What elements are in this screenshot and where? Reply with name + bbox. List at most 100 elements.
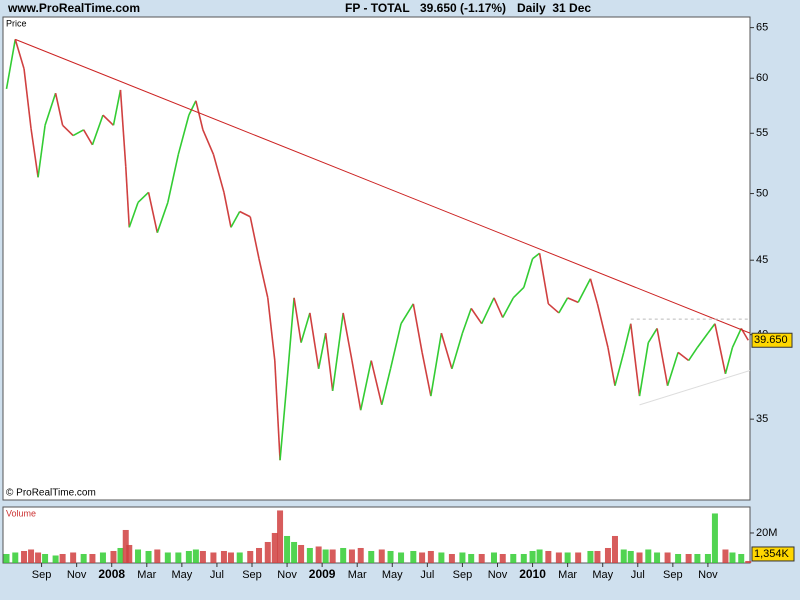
volume-bar: [645, 549, 652, 563]
x-tick-label: 2008: [98, 567, 125, 581]
price-segment: [188, 100, 197, 116]
period: Daily 31 Dec: [517, 1, 591, 15]
price-segment: [293, 297, 302, 343]
volume-bar: [627, 550, 634, 563]
price-segment: [502, 297, 514, 318]
copyright: © ProRealTime.com: [6, 488, 96, 499]
price-segment: [421, 352, 432, 397]
y-tick-label: 55: [756, 127, 768, 139]
y-tick-label: 65: [756, 22, 768, 34]
price-segment: [607, 347, 616, 386]
volume-bar: [536, 549, 543, 563]
price-segment: [430, 332, 443, 397]
volume-bar: [256, 547, 263, 563]
price-segment: [177, 114, 190, 155]
volume-bar: [154, 549, 161, 563]
price-segment: [380, 368, 392, 406]
volume-label: Volume: [6, 508, 36, 518]
volume-bar: [322, 549, 329, 563]
volume-bar: [594, 550, 601, 563]
price-segment: [202, 129, 215, 155]
last-volume-label: 1,354K: [754, 548, 790, 560]
x-tick-label: Sep: [453, 569, 473, 581]
volume-bar: [654, 552, 661, 563]
price-segment: [91, 114, 104, 146]
volume-bar: [387, 550, 394, 563]
quote: 39.650 (-1.17%): [420, 1, 506, 15]
price-segment: [82, 129, 94, 146]
volume-bar: [340, 547, 347, 563]
volume-bar: [271, 532, 278, 563]
price-segment: [286, 297, 295, 381]
price-segment: [324, 333, 334, 391]
price-segment: [512, 286, 525, 299]
volume-bar: [122, 529, 129, 563]
y-tick-label: 45: [756, 254, 768, 266]
x-tick-label: Nov: [488, 569, 508, 581]
price-segment: [5, 39, 17, 90]
price-segment: [532, 252, 541, 260]
volume-bar: [729, 552, 736, 563]
trendline: [15, 38, 751, 334]
volume-bar: [490, 552, 497, 563]
volume-bar: [545, 550, 552, 563]
x-tick-label: Sep: [242, 569, 262, 581]
price-segment: [147, 192, 159, 233]
price-segment: [724, 347, 734, 375]
price-segment: [470, 307, 483, 325]
volume-bar: [685, 553, 692, 563]
price-segment: [647, 327, 658, 344]
volume-bar: [99, 552, 106, 563]
volume-bar: [348, 549, 355, 563]
price-segment: [731, 328, 742, 348]
price-segment: [72, 129, 85, 137]
volume-bar: [398, 552, 405, 563]
price-segment: [62, 124, 74, 137]
volume-bar: [448, 553, 455, 563]
price-segment: [317, 332, 327, 369]
volume-bar: [675, 553, 682, 563]
volume-bar: [510, 553, 517, 563]
price-segment: [461, 308, 472, 334]
volume-bar: [711, 513, 718, 563]
volume-bar: [3, 553, 10, 563]
volume-bar: [185, 550, 192, 563]
price-segment: [30, 128, 39, 178]
volume-bar: [126, 544, 133, 563]
x-tick-label: Mar: [137, 569, 156, 581]
price-segment: [212, 154, 225, 193]
price-segment: [614, 352, 625, 386]
volume-bar: [80, 553, 87, 563]
volume-bar: [164, 552, 171, 563]
price-segment: [342, 312, 353, 361]
volume-bar: [175, 552, 182, 563]
volume-bar: [135, 549, 142, 563]
volume-bar: [745, 560, 752, 563]
volume-bar: [368, 550, 375, 563]
x-tick-label: Sep: [32, 569, 52, 581]
price-segment: [567, 297, 579, 304]
price-segment: [714, 323, 727, 374]
volume-bar: [704, 553, 711, 563]
price-segment: [124, 166, 131, 228]
price-segment: [266, 297, 276, 361]
price-segment: [370, 360, 383, 406]
volume-bar: [12, 552, 19, 563]
price-segment: [638, 342, 650, 397]
x-tick-label: Nov: [67, 569, 87, 581]
volume-bar: [210, 552, 217, 563]
price-segment: [331, 312, 344, 391]
volume-bar: [468, 553, 475, 563]
price-segment: [300, 312, 311, 343]
volume-bar: [110, 550, 117, 563]
volume-bar: [70, 552, 77, 563]
volume-bar: [277, 510, 284, 563]
price-segment: [696, 332, 709, 348]
price-segment: [589, 278, 599, 305]
price-segment: [596, 303, 609, 348]
volume-bar: [555, 552, 562, 563]
price-segment: [577, 278, 592, 303]
volume-bar: [89, 553, 96, 563]
price-segment: [707, 323, 716, 334]
